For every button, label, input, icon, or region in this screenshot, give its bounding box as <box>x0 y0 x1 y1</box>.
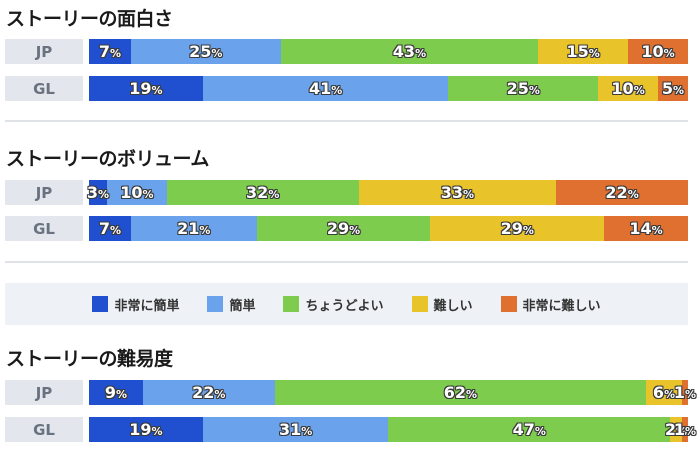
bar-segment: 29% <box>256 216 431 241</box>
legend-swatch <box>283 296 300 312</box>
legend-item: ちょうどよい <box>283 295 384 314</box>
data-label: 3% <box>86 183 110 202</box>
bar-segment: 1% <box>674 417 696 442</box>
bar-segment: 2% <box>665 417 687 442</box>
data-label: 7% <box>98 219 122 238</box>
bar-segment: 1% <box>674 380 696 405</box>
bar-segment: 7% <box>89 216 131 241</box>
data-label: 9% <box>104 383 128 402</box>
data-label: 25% <box>189 42 223 61</box>
bar-segment: 21% <box>130 216 257 241</box>
bar-segment: 43% <box>280 39 539 64</box>
bar-segment: 19% <box>89 76 203 101</box>
legend-swatch <box>500 296 517 312</box>
data-label: 22% <box>192 383 226 402</box>
bar-segment: 22% <box>142 380 275 405</box>
data-label: 1% <box>673 383 697 402</box>
legend-label: ちょうどよい <box>305 298 384 314</box>
legend-label: 非常に難しい <box>522 298 601 314</box>
stacked-bar: 19% 41% 25% 10% 5% <box>89 76 688 101</box>
stacked-bar: 7% 25% 43% 15% 10% <box>89 39 688 64</box>
bar-segment: 19% <box>89 417 203 442</box>
stacked-bar: 19% 31% 47% 2% 1% <box>89 417 696 442</box>
data-label: 10% <box>641 42 675 61</box>
bar-segment: 25% <box>448 76 599 101</box>
data-label: 14% <box>629 219 663 238</box>
chart-title: ストーリーのボリューム <box>6 148 209 170</box>
legend-item: 非常に難しい <box>500 295 601 314</box>
row-label-gl: GL <box>5 417 83 442</box>
bar-segment: 10% <box>598 76 659 101</box>
row-label-jp: JP <box>5 39 83 64</box>
data-label: 10% <box>611 79 645 98</box>
data-label: 33% <box>440 183 474 202</box>
data-label: 31% <box>278 420 313 439</box>
data-label: 47% <box>512 420 546 439</box>
legend-item: 難しい <box>411 295 473 314</box>
data-label: 43% <box>392 42 427 61</box>
bar-segment: 32% <box>166 180 359 205</box>
bar-segment: 31% <box>202 417 389 442</box>
data-label: 32% <box>246 183 280 202</box>
row-label-jp: JP <box>5 180 83 205</box>
legend-label: 難しい <box>433 298 473 314</box>
chart-title: ストーリーの面白さ <box>6 8 173 30</box>
bar-segment: 33% <box>358 180 557 205</box>
bar-segment: 7% <box>89 39 131 64</box>
section-divider <box>5 120 688 122</box>
legend-label: 非常に簡単 <box>114 298 180 314</box>
data-label: 21% <box>177 219 211 238</box>
legend-item: 簡単 <box>207 295 255 314</box>
bar-segment: 6% <box>646 380 682 405</box>
data-label: 10% <box>120 183 154 202</box>
bar-segment: 10% <box>106 180 167 205</box>
data-label: 22% <box>605 183 639 202</box>
row-label-gl: GL <box>5 76 83 101</box>
bar-segment: 14% <box>604 216 688 241</box>
bar-segment: 9% <box>89 380 143 405</box>
stacked-bar: 7% 21% 29% 29% 14% <box>89 216 688 241</box>
data-label: 19% <box>129 79 163 98</box>
bar-segment: 5% <box>658 76 688 101</box>
legend: 非常に簡単 簡単 ちょうどよい 難しい 非常に難しい <box>5 283 688 325</box>
section-divider <box>5 261 688 263</box>
legend-swatch <box>92 296 109 312</box>
bar-segment: 15% <box>538 39 629 64</box>
data-label: 29% <box>326 219 361 238</box>
data-label: 6% <box>652 383 676 402</box>
stacked-bar: 9% 22% 62% 6% 1% <box>89 380 696 405</box>
bar-segment: 10% <box>628 39 688 64</box>
data-label: 62% <box>443 383 477 402</box>
data-label: 2% <box>664 420 688 439</box>
legend-item: 非常に簡単 <box>92 295 179 314</box>
row-label-jp: JP <box>5 380 83 405</box>
data-label: 1% <box>673 420 697 439</box>
chart-title: ストーリーの難易度 <box>6 348 173 370</box>
bar-segment: 62% <box>274 380 647 405</box>
bar-segment: 29% <box>430 216 605 241</box>
bar-segment: 25% <box>130 39 281 64</box>
data-label: 5% <box>661 79 685 98</box>
data-label: 29% <box>500 219 534 238</box>
data-label: 25% <box>506 79 540 98</box>
row-label-gl: GL <box>5 216 83 241</box>
legend-swatch <box>207 296 224 312</box>
bar-segment: 47% <box>388 417 670 442</box>
bar-segment: 3% <box>86 180 110 205</box>
legend-swatch <box>411 296 428 312</box>
data-label: 7% <box>98 42 122 61</box>
data-label: 15% <box>566 42 600 61</box>
data-label: 41% <box>308 79 343 98</box>
data-label: 19% <box>129 420 163 439</box>
bar-segment: 22% <box>556 180 688 205</box>
bar-segment: 41% <box>202 76 449 101</box>
stacked-bar: 3% 10% 32% 33% 22% <box>86 180 688 205</box>
legend-label: 簡単 <box>229 298 256 314</box>
